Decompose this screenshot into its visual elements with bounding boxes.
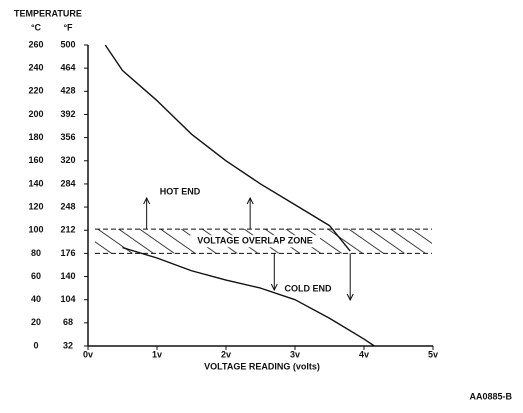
y-tick-label: 240 <box>28 63 43 73</box>
y2-tick-label: 104 <box>60 294 75 304</box>
y-tick-label: 160 <box>28 155 43 165</box>
arrow-head <box>346 293 354 302</box>
arrow-head <box>246 196 254 205</box>
y-tick-label: 180 <box>28 132 43 142</box>
y-tick-label: 0 <box>33 340 38 350</box>
arrow-head <box>143 196 151 205</box>
y2-tick-label: 176 <box>60 248 75 258</box>
x-tick-label: 2v <box>221 349 231 359</box>
y2-tick-label: 248 <box>60 201 75 211</box>
y2-unit: °F <box>63 22 73 32</box>
y-tick-label: 40 <box>31 294 41 304</box>
y2-tick-label: 284 <box>60 178 75 188</box>
x-tick-label: 4v <box>359 349 369 359</box>
y-tick-label: 200 <box>28 109 43 119</box>
x-tick-label: 5v <box>428 349 438 359</box>
x-axis-title: VOLTAGE READING (volts) <box>204 361 320 371</box>
zone-label-bg <box>190 235 320 248</box>
x-tick-label: 1v <box>152 349 162 359</box>
arrow-head <box>270 283 278 292</box>
y2-tick-label: 212 <box>60 225 75 235</box>
y-tick-label: 140 <box>28 178 43 188</box>
y2-tick-label: 500 <box>60 39 75 49</box>
y2-tick-label: 140 <box>60 271 75 281</box>
series-label: COLD END <box>285 283 333 293</box>
figure-id: AA0885-B <box>469 391 512 401</box>
zone-label: VOLTAGE OVERLAP ZONE <box>197 236 313 246</box>
y-tick-label: 80 <box>31 248 41 258</box>
series-label: HOT END <box>160 186 201 196</box>
y2-tick-label: 68 <box>63 317 73 327</box>
y-tick-label: 100 <box>28 225 43 235</box>
y-unit: °C <box>31 22 42 32</box>
y2-tick-label: 428 <box>60 86 75 96</box>
axis-title: TEMPERATURE <box>14 8 82 18</box>
curve <box>104 44 351 252</box>
y2-tick-label: 320 <box>60 155 75 165</box>
y2-tick-label: 464 <box>60 63 75 73</box>
y-tick-label: 120 <box>28 201 43 211</box>
x-tick-label: 0v <box>83 349 93 359</box>
y-tick-label: 220 <box>28 86 43 96</box>
x-tick-label: 3v <box>290 349 300 359</box>
y2-tick-label: 32 <box>63 340 73 350</box>
y2-tick-label: 356 <box>60 132 75 142</box>
y-tick-label: 260 <box>28 39 43 49</box>
y2-tick-label: 392 <box>60 109 75 119</box>
y-tick-label: 60 <box>31 271 41 281</box>
y-tick-label: 20 <box>31 317 41 327</box>
curve <box>122 246 375 347</box>
